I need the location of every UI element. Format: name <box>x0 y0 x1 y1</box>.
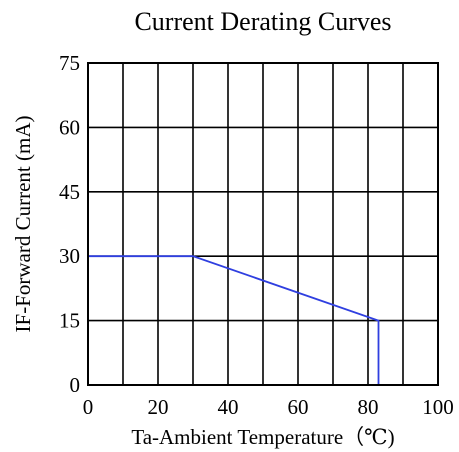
y-tick-label: 15 <box>59 309 80 333</box>
x-axis-label: Ta-Ambient Temperature（℃) <box>131 425 394 449</box>
x-tick-label: 100 <box>422 395 454 419</box>
x-tick-label: 0 <box>83 395 94 419</box>
y-tick-label: 60 <box>59 115 80 139</box>
grid-layer <box>87 62 439 386</box>
series-layer <box>88 255 380 385</box>
plot-area-frame <box>87 62 439 386</box>
plot-frame-layer <box>87 62 439 386</box>
x-tick-label: 80 <box>358 395 379 419</box>
x-tick-label: 40 <box>218 395 239 419</box>
x-tick-label: 20 <box>148 395 169 419</box>
series-line-1 <box>88 255 380 385</box>
y-tick-label: 30 <box>59 244 80 268</box>
y-tick-label: 0 <box>70 373 81 397</box>
y-axis-label: IF-Forward Current (mA) <box>11 116 35 333</box>
y-tick-label: 75 <box>59 51 80 75</box>
y-tick-label: 45 <box>59 180 80 204</box>
chart-title: Current Derating Curves <box>134 7 391 36</box>
tick-label-layer: 0 20 40 60 80 100 0 15 30 45 60 75 <box>59 51 454 419</box>
x-tick-label: 60 <box>288 395 309 419</box>
